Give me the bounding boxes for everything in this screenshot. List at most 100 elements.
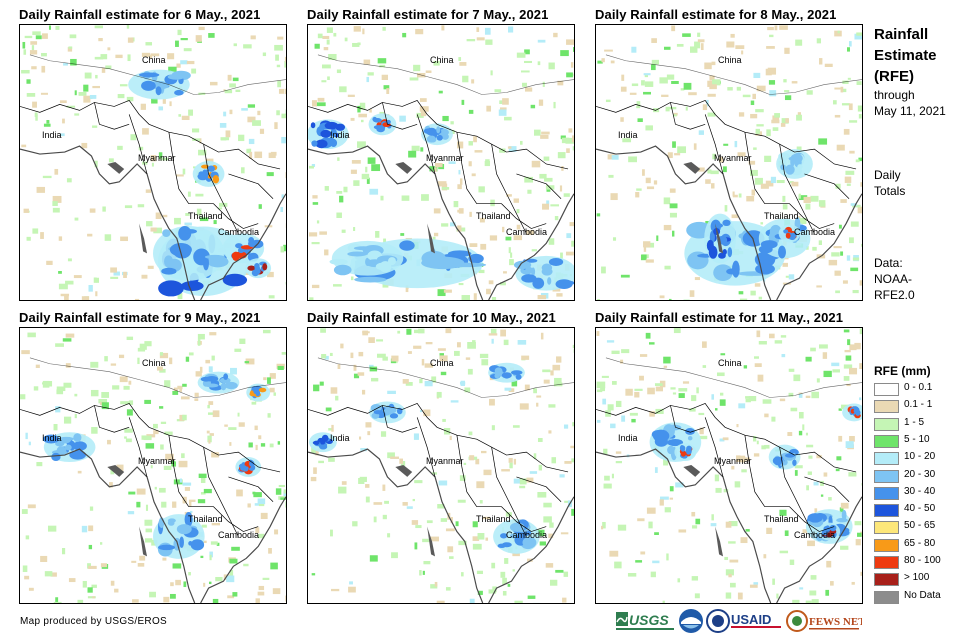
rainfall-cell <box>570 445 574 449</box>
rainfall-cell <box>113 271 120 276</box>
rainfall-cell <box>229 558 238 564</box>
legend-label: 50 - 65 <box>904 520 936 532</box>
rainfall-cell <box>601 266 606 274</box>
rainfall-cell <box>843 329 850 333</box>
rainfall-cell <box>675 482 684 488</box>
rainfall-cell <box>328 457 335 462</box>
rainfall-cell <box>187 191 191 197</box>
rainfall-cell <box>601 58 605 63</box>
rainfall-cell <box>758 296 763 300</box>
rainfall-cell <box>830 581 834 586</box>
rainfall-cell <box>60 293 70 297</box>
rainfall-cell <box>197 339 201 346</box>
rainfall-cell <box>124 428 133 433</box>
rainfall-cell <box>709 84 717 90</box>
rainfall-cell <box>248 442 253 448</box>
rainfall-cell <box>143 435 152 441</box>
rainfall-cell <box>738 193 742 198</box>
rainfall-area <box>853 408 859 414</box>
rainfall-cell <box>90 361 99 368</box>
rainfall-cell <box>369 555 378 562</box>
rainfall-cell <box>734 481 741 488</box>
rainfall-cell <box>199 366 203 373</box>
rainfall-cell <box>716 372 725 377</box>
rainfall-area <box>321 434 329 442</box>
rainfall-cell <box>625 388 633 396</box>
rainfall-cell <box>149 54 153 59</box>
rainfall-area <box>167 518 176 523</box>
rainfall-cell <box>278 484 286 488</box>
rainfall-cell <box>772 127 779 131</box>
rainfall-cell <box>236 489 243 497</box>
rainfall-map: China India Myanmar Thailand Cambodia <box>19 24 287 301</box>
rainfall-cell <box>66 105 76 108</box>
rainfall-cell <box>694 593 700 599</box>
rainfall-cell <box>59 100 67 104</box>
rainfall-cell <box>123 271 127 278</box>
rainfall-cell <box>448 161 456 164</box>
rainfall-cell <box>848 367 858 375</box>
rainfall-cell <box>310 476 317 482</box>
rainfall-cell <box>186 60 195 65</box>
rainfall-cell <box>83 84 89 92</box>
rainfall-cell <box>406 328 412 335</box>
rainfall-cell <box>245 358 255 365</box>
rainfall-area <box>785 164 795 175</box>
rainfall-cell <box>277 36 284 40</box>
rainfall-cell <box>606 340 615 343</box>
rainfall-cell <box>413 64 421 72</box>
rainfall-area <box>515 374 522 380</box>
rainfall-cell <box>89 208 96 213</box>
rainfall-cell <box>283 244 286 252</box>
rainfall-cell <box>463 462 467 466</box>
rainfall-cell <box>450 121 454 125</box>
rainfall-cell <box>471 79 475 84</box>
rainfall-cell <box>53 424 58 431</box>
rainfall-cell <box>831 252 840 257</box>
rainfall-cell <box>810 575 817 580</box>
rainfall-cell <box>723 489 729 493</box>
rainfall-cell <box>201 524 207 528</box>
rainfall-cell <box>434 581 438 587</box>
rainfall-cell <box>601 375 609 378</box>
rainfall-cell <box>319 231 327 235</box>
rainfall-cell <box>449 435 452 441</box>
rainfall-cell <box>365 484 370 488</box>
rainfall-cell <box>797 216 801 219</box>
legend-item: 1 - 5 <box>874 416 964 432</box>
rainfall-cell <box>89 94 97 99</box>
rainfall-cell <box>513 235 523 241</box>
rainfall-cell <box>475 458 480 465</box>
rainfall-cell <box>664 507 671 513</box>
rainfall-cell <box>22 41 26 49</box>
rainfall-cell <box>662 600 665 603</box>
rainfall-area <box>161 267 177 275</box>
rainfall-cell <box>26 236 31 241</box>
rainfall-cell <box>27 504 36 509</box>
rainfall-cell <box>414 480 423 484</box>
legend-swatch <box>874 486 899 500</box>
rainfall-cell <box>548 533 554 539</box>
rainfall-cell <box>434 167 437 172</box>
rainfall-cell <box>365 496 370 503</box>
rainfall-cell <box>693 143 697 150</box>
rainfall-cell <box>368 337 375 343</box>
rainfall-area <box>807 513 823 523</box>
rainfall-cell <box>741 469 747 473</box>
rainfall-cell <box>44 571 53 577</box>
rainfall-cell <box>727 87 733 91</box>
rainfall-cell <box>159 406 164 409</box>
rainfall-cell <box>188 352 194 356</box>
rainfall-area <box>706 239 714 252</box>
rainfall-cell <box>341 229 346 233</box>
rainfall-cell <box>797 112 801 117</box>
rainfall-cell <box>276 110 280 116</box>
rainfall-area <box>330 138 338 148</box>
rainfall-cell <box>311 284 320 289</box>
rainfall-area <box>778 245 786 259</box>
rainfall-cell <box>369 109 372 113</box>
rainfall-cell <box>107 47 111 51</box>
rainfall-cell <box>843 376 850 381</box>
rainfall-cell <box>420 110 427 117</box>
coastline <box>20 145 286 300</box>
